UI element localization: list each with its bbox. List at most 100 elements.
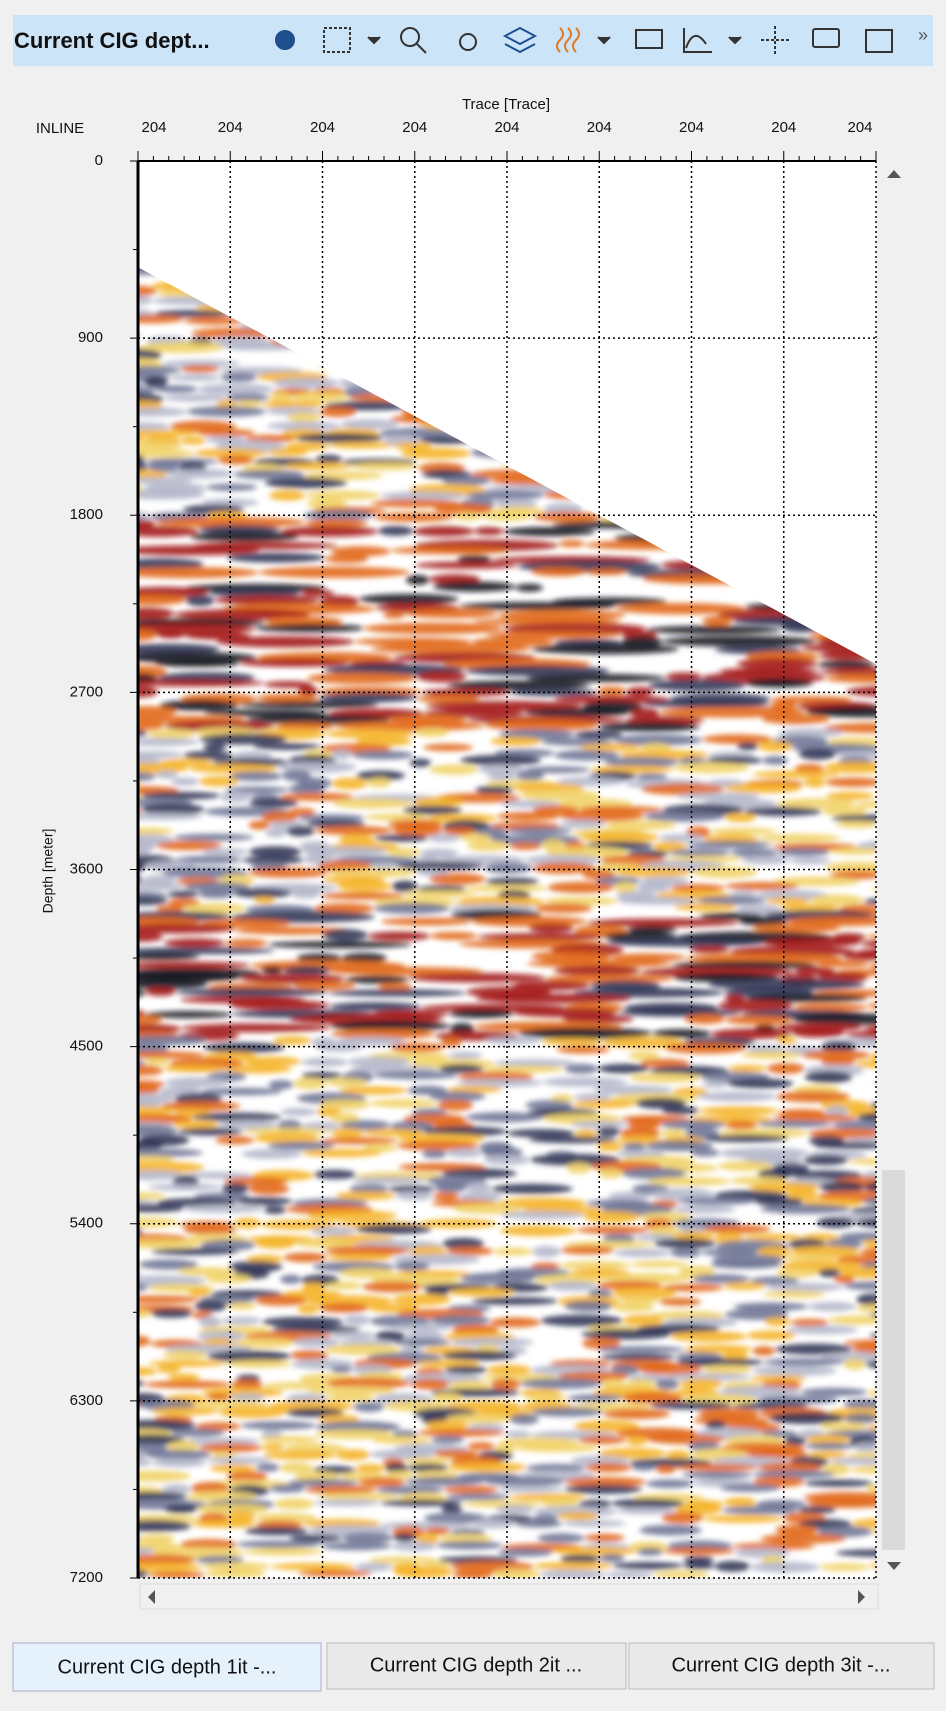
seismic-blob [231,1379,263,1390]
toolbar-icons[interactable]: » [275,25,928,54]
seismic-blob [367,777,392,788]
seismic-blob [206,1393,231,1401]
seismic-blob [628,1051,661,1061]
seismic-blob [821,805,868,816]
seismic-blob [792,1013,876,1026]
seismic-blob [724,994,746,1003]
seismic-blob [659,833,704,842]
seismic-blob [326,1377,411,1389]
seismic-blob [528,923,575,933]
seismic-blob [327,1393,375,1402]
seismic-blob [819,1352,876,1363]
seismic-blob [554,749,619,761]
seismic-blob [605,820,676,831]
seismic-blob [220,1316,262,1325]
seismic-blob [602,1037,685,1049]
seismic-blob [254,1295,307,1306]
seismic-blob [138,896,169,906]
seismic-blob [640,1058,690,1068]
seismic-blob [441,1037,462,1048]
seismic-blob [306,498,347,510]
curve-icon[interactable] [683,28,712,53]
seismic-blob [831,814,876,822]
seismic-blob [162,359,241,368]
seismic-blob [849,1206,876,1215]
seismic-blob [524,708,631,717]
tab-label[interactable]: Current CIG depth 1it -... [58,1656,277,1678]
seismic-blob [626,686,654,696]
seismic-blob [524,766,591,774]
overflow-icon[interactable]: » [918,25,928,45]
seismic-blob [330,1020,451,1032]
seismic-blob [177,1266,234,1276]
seismic-blob [329,441,394,449]
seismic-blob [138,978,208,990]
tab-active[interactable] [12,1642,322,1692]
seismic-blob [434,1449,479,1458]
layers-icon[interactable] [502,26,538,54]
seismic-blob [167,890,199,898]
x-tick-label: 204 [494,119,519,136]
seismic-blob [390,546,511,555]
seismic-blob [138,923,235,934]
seismic-blob [441,1350,517,1361]
seismic-blob [723,1497,757,1508]
seismic-blob [261,1316,344,1328]
seismic-blob [789,857,831,865]
seismic-blob [650,1401,733,1410]
seismic-blob [302,1282,326,1293]
seismic-blob [739,917,787,926]
seismic-blob [318,692,418,703]
wiggle-icon[interactable] [556,27,580,53]
seismic-blob [506,1128,576,1138]
seismic-blob [425,700,583,712]
seismic-blob [629,1073,702,1083]
seismic-blob [226,1302,256,1310]
comment-icon[interactable] [812,28,840,48]
seismic-blob [743,806,822,817]
seismic-blob [612,1561,684,1570]
tab[interactable] [628,1642,935,1690]
seismic-blob [604,756,679,768]
table-icon[interactable] [635,29,663,49]
seismic-blob [773,1113,858,1122]
select-icon[interactable] [323,27,351,53]
v-scroll-thumb[interactable] [882,1170,905,1550]
seismic-blob [159,699,239,711]
seismic-blob [640,742,671,752]
seismic-blob [396,1140,480,1151]
seismic-blob [173,833,254,842]
y-axis-label: Depth [meter] [40,829,56,914]
x-tick-label: 204 [310,119,335,136]
settings-icon[interactable] [275,30,295,50]
seismic-blob [446,1246,494,1256]
seismic-blob [291,889,320,899]
dropdown-arrows[interactable] [367,36,742,45]
seismic-blob [269,1484,305,1493]
seismic-blob [605,1571,654,1578]
seismic-blob [375,1330,406,1342]
pick-icon[interactable] [459,33,477,51]
export-icon[interactable] [865,29,893,53]
h-scrollbar[interactable] [139,1583,879,1610]
zoom-icon[interactable] [400,27,420,47]
seismic-blob [558,540,585,548]
seismic-blob [548,1281,597,1292]
seismic-blob [138,607,175,620]
seismic-blob [358,1477,406,1487]
seismic-blob [626,1436,648,1446]
tab-label[interactable]: Current CIG depth 3it -... [672,1654,891,1676]
seismic-blob [156,840,222,851]
seismic-blob [306,1295,393,1307]
tab-label[interactable]: Current CIG depth 2it ... [370,1654,582,1676]
seismic-blob [422,1149,447,1159]
seismic-blob [804,777,826,788]
seismic-blob [835,750,876,759]
tab[interactable] [326,1642,627,1690]
seismic-blob [805,706,876,718]
seismic-blob [301,1148,382,1158]
seismic-blob [516,770,545,781]
seismic-blob [572,1099,636,1109]
seismic-blob [798,748,836,760]
